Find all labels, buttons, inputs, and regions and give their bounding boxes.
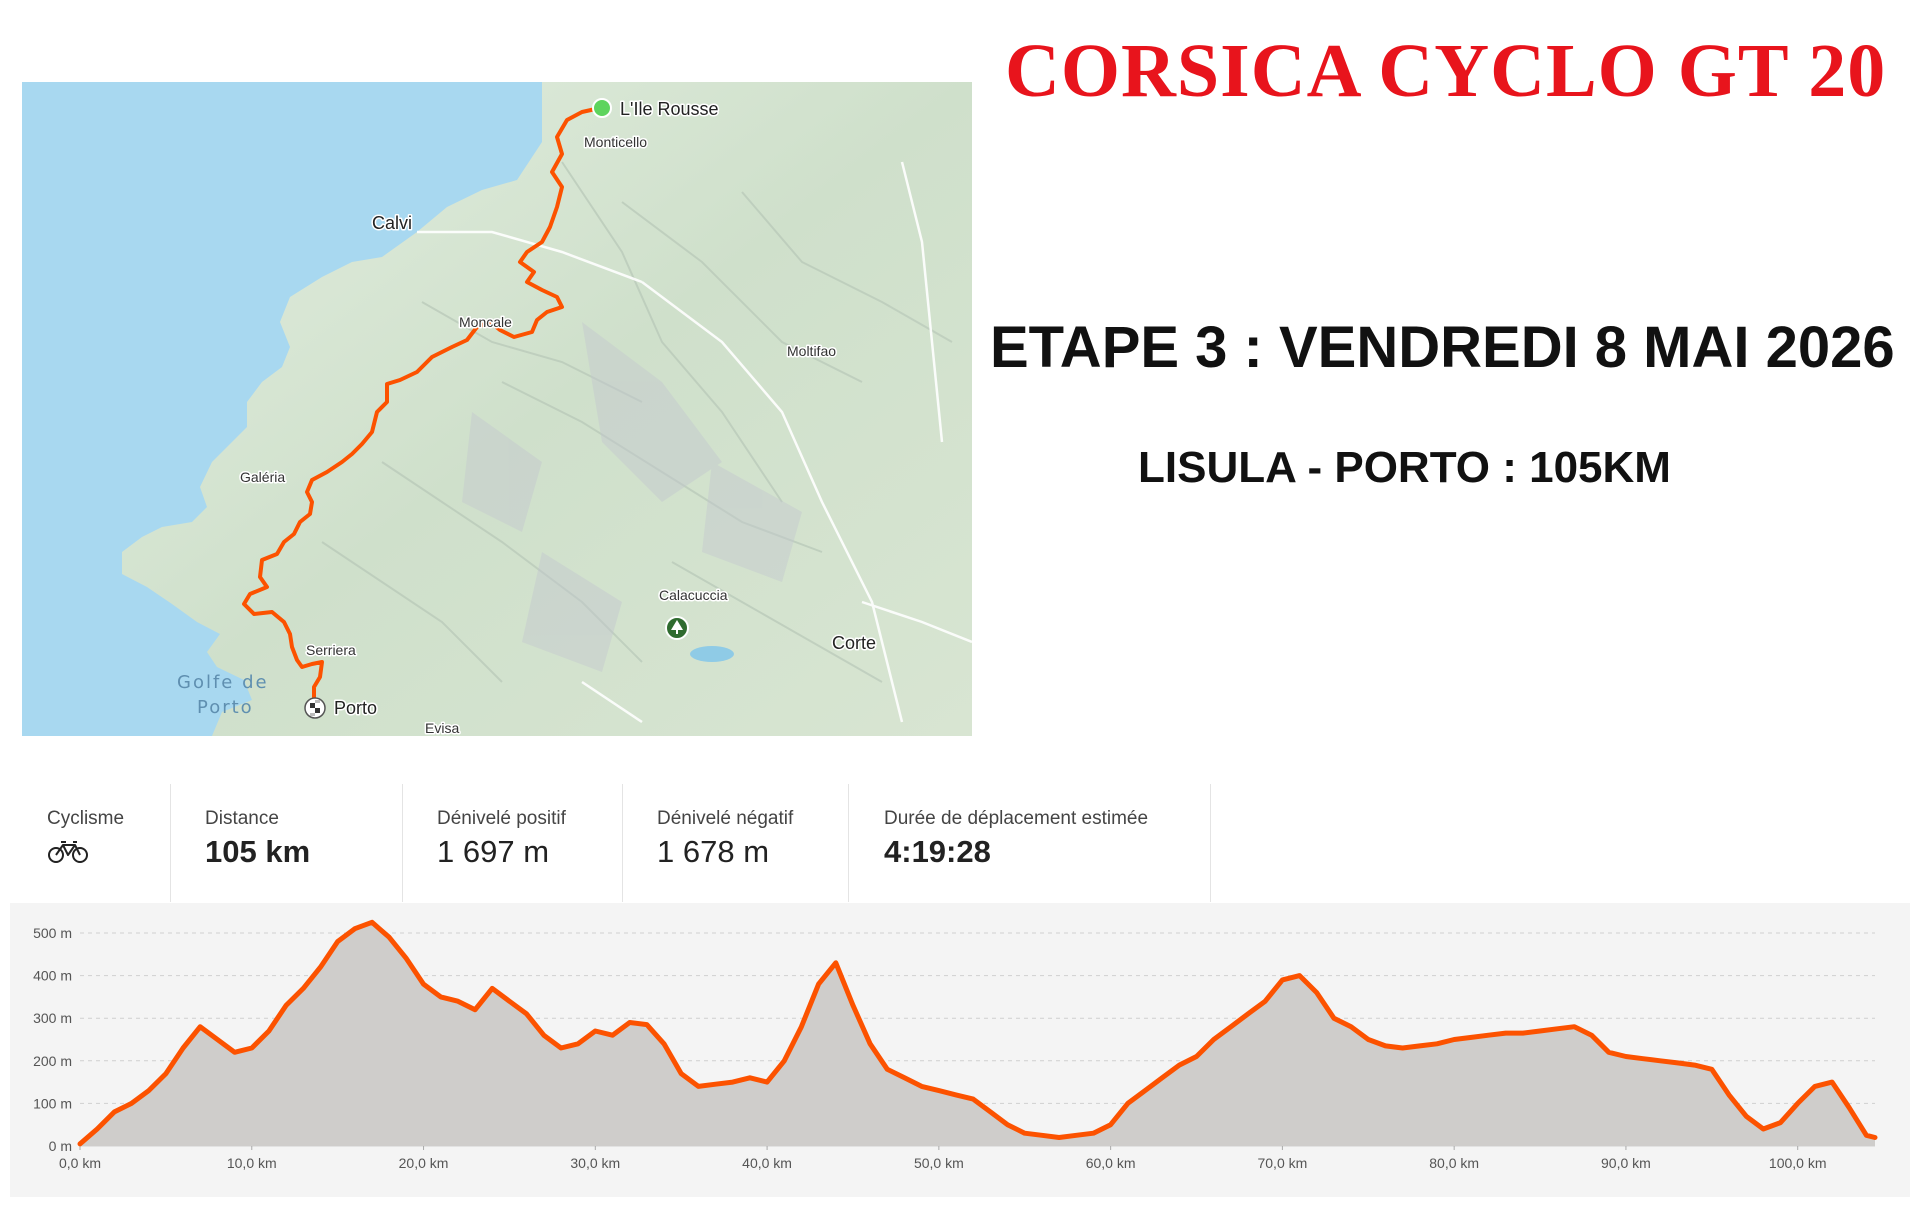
place-porto: Porto — [334, 698, 377, 718]
place-moltifao: Moltifao — [787, 343, 836, 359]
place-lile-rousse: L'Ile Rousse — [620, 99, 719, 119]
tree-marker-icon[interactable] — [665, 616, 689, 640]
place-calvi: Calvi — [372, 213, 412, 233]
x-tick-labels: 0,0 km 10,0 km 20,0 km 30,0 km 40,0 km 50,0 k… — [59, 1155, 1827, 1171]
activity-label: Cyclisme — [47, 808, 125, 829]
distance-value: 105 km — [205, 834, 311, 869]
place-evisa: Evisa — [425, 720, 459, 736]
place-monticello: Monticello — [584, 134, 647, 150]
duration-value: 4:19:28 — [884, 834, 991, 869]
y-tick-labels: 0 m 100 m 200 m 300 m 400 m 500 m — [33, 925, 72, 1154]
place-serriera: Serriera — [306, 642, 356, 658]
y-tick-label: 0 m — [49, 1138, 72, 1154]
place-calacuccia: Calacuccia — [659, 587, 728, 603]
y-tick-label: 100 m — [33, 1095, 72, 1111]
x-tick-label: 70,0 km — [1257, 1155, 1307, 1171]
x-tick-label: 90,0 km — [1601, 1155, 1651, 1171]
x-tick-label: 10,0 km — [227, 1155, 277, 1171]
place-moncale: Moncale — [459, 314, 512, 330]
stat-distance: Distance 105 km — [170, 784, 403, 902]
stat-elev-loss: Dénivelé négatif 1 678 m — [622, 784, 849, 902]
stat-elev-gain: Dénivelé positif 1 697 m — [402, 784, 623, 902]
route-map[interactable]: L'Ile Rousse Monticello Calvi Moncale Mo… — [22, 82, 972, 736]
x-tick-label: 80,0 km — [1429, 1155, 1479, 1171]
elev-gain-label: Dénivelé positif — [437, 808, 566, 829]
stage-heading: ETAPE 3 : VENDREDI 8 MAI 2026 — [990, 315, 1895, 380]
x-tick-label: 0,0 km — [59, 1155, 101, 1171]
page-title: CORSICA CYCLO GT 20 — [1005, 29, 1887, 113]
x-tick-label: 100,0 km — [1769, 1155, 1827, 1171]
road-network — [417, 161, 972, 724]
elev-gain-value: 1 697 m — [437, 834, 550, 869]
route-heading: LISULA - PORTO : 105KM — [1138, 443, 1671, 492]
stat-activity: Cyclisme — [10, 784, 171, 902]
map-canvas: L'Ile Rousse Monticello Calvi Moncale Mo… — [22, 82, 972, 736]
elevation-chart: 0 m 100 m 200 m 300 m 400 m 500 m 0,0 km 10,0 … — [33, 919, 1878, 1171]
lake — [690, 646, 734, 662]
y-tick-label: 200 m — [33, 1053, 72, 1069]
stats-bar: Cyclisme Distance 105 km Dénivelé positi… — [10, 784, 1211, 902]
y-tick-label: 300 m — [33, 1010, 72, 1026]
x-tick-label: 60,0 km — [1086, 1155, 1136, 1171]
y-tick-label: 400 m — [33, 968, 72, 984]
elevation-line — [77, 919, 1878, 1147]
checkered-flag-icon[interactable] — [304, 697, 326, 719]
x-tick-label: 30,0 km — [570, 1155, 620, 1171]
elevation-profile[interactable]: 0 m 100 m 200 m 300 m 400 m 500 m 0,0 km 10,0 … — [10, 903, 1910, 1197]
mountain-shadows — [462, 322, 802, 672]
x-tick-label: 40,0 km — [742, 1155, 792, 1171]
x-tick-label: 20,0 km — [399, 1155, 449, 1171]
elev-loss-value: 1 678 m — [657, 834, 770, 869]
terrain-relief — [321, 161, 953, 683]
elevation-area — [80, 922, 1875, 1146]
route-line — [242, 106, 602, 709]
sea-label-line2: Porto — [197, 697, 254, 718]
place-galeria: Galéria — [240, 469, 285, 485]
sea-label-line1: Golfe de — [177, 672, 269, 693]
start-marker-icon[interactable] — [592, 98, 612, 118]
distance-label: Distance — [205, 808, 279, 829]
stat-duration: Durée de déplacement estimée 4:19:28 — [848, 784, 1211, 902]
duration-label: Durée de déplacement estimée — [884, 808, 1149, 829]
y-tick-label: 500 m — [33, 925, 72, 941]
land-area — [122, 82, 972, 736]
elev-loss-label: Dénivelé négatif — [657, 808, 794, 829]
x-tick-label: 50,0 km — [914, 1155, 964, 1171]
place-corte: Corte — [832, 633, 876, 653]
bike-icon — [48, 841, 88, 863]
elevation-area-layer — [77, 919, 1878, 1147]
